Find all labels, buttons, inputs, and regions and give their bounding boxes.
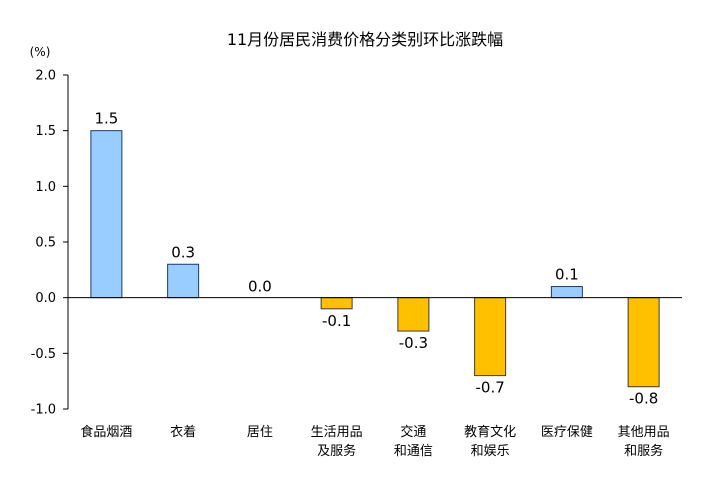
bar-value-label: -0.8 (629, 390, 658, 408)
category-label: 教育文化 (464, 424, 516, 440)
y-tick-label: 0.5 (35, 236, 56, 251)
category-label: 和服务 (624, 443, 663, 459)
bar-value-label: 0.3 (171, 243, 195, 261)
category-label: 及服务 (317, 443, 356, 459)
y-tick-label: 2.0 (35, 69, 56, 84)
bar-value-label: 0.1 (555, 266, 579, 284)
y-tick-label: -0.5 (31, 347, 56, 362)
category-label: 交通 (400, 424, 426, 440)
bar-value-label: 1.5 (94, 110, 118, 128)
category-label: 生活用品 (311, 425, 363, 440)
chart-title: 11月份居民消费价格分类别环比涨跌幅 (227, 30, 503, 49)
bar (90, 130, 123, 299)
category-label: 食品烟酒 (80, 424, 132, 440)
y-tick-label: -1.0 (31, 403, 56, 418)
y-tick-label: 1.5 (35, 124, 56, 139)
category-label: 医疗保健 (541, 425, 593, 440)
y-axis: 2.0 1.5 1.0 0.5 0.0 -0.5 -1.0 (31, 69, 69, 418)
category-label: 其他用品 (618, 425, 670, 440)
bars (90, 130, 660, 388)
bar (474, 297, 507, 377)
category-label: 居住 (247, 425, 273, 440)
bar-value-label: 0.0 (248, 278, 272, 296)
y-axis-unit-label: (%) (30, 45, 51, 59)
bar-value-label: -0.1 (322, 312, 351, 330)
y-tick-label: 0.0 (35, 291, 56, 306)
bar (320, 297, 353, 310)
category-label: 和娱乐 (471, 444, 510, 459)
bar-value-label: -0.3 (399, 334, 428, 352)
bar (627, 297, 660, 388)
category-label: 和通信 (394, 444, 433, 459)
bar (397, 297, 430, 332)
category-label: 衣着 (170, 424, 196, 440)
value-labels: 1.5 0.3 0.0 -0.1 -0.3 -0.7 0.1 -0.8 (94, 110, 658, 408)
bar (167, 263, 200, 299)
y-tick-label: 1.0 (35, 180, 56, 195)
bar (550, 286, 583, 299)
bar-value-label: -0.7 (475, 379, 504, 397)
